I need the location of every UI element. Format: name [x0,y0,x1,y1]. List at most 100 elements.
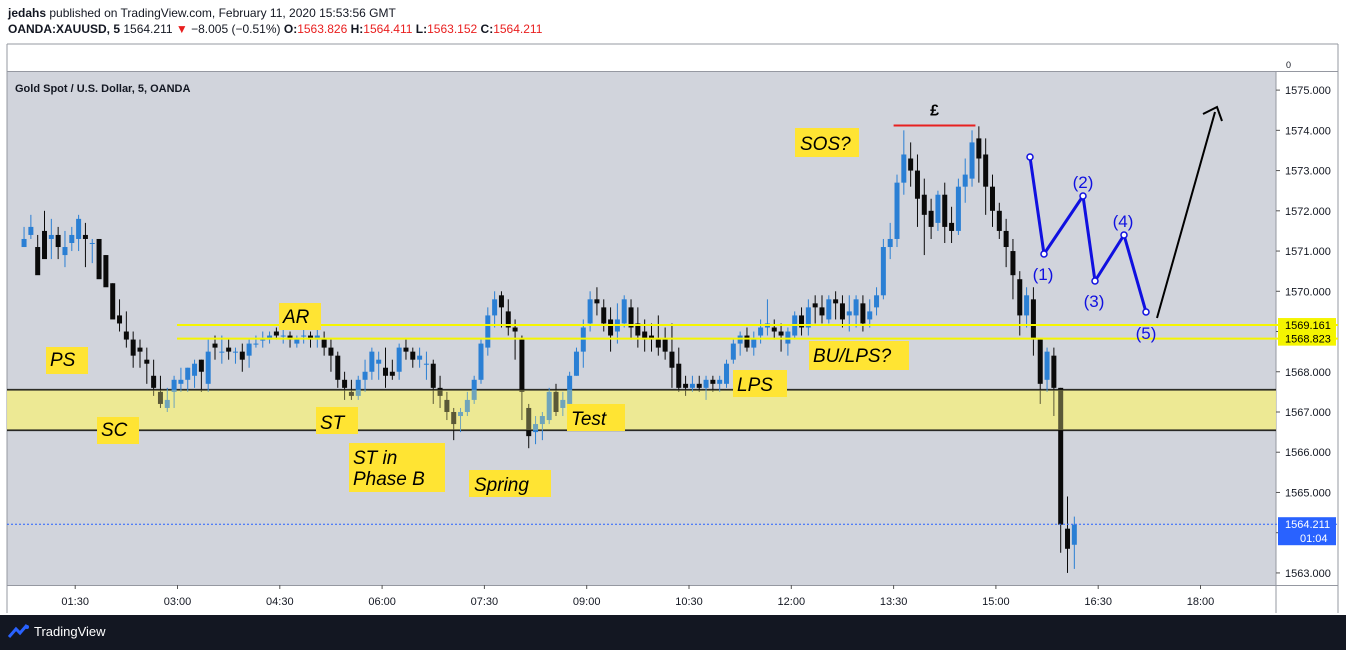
time-tick-label: 07:30 [471,596,499,608]
candle-body [539,416,545,425]
candle-97 [683,375,689,396]
candle-94 [662,327,668,360]
candle-body [451,411,457,425]
price-tick-label: 1575.000 [1285,85,1331,97]
candle-body [396,347,402,372]
wave-label-1: (1) [1033,265,1054,284]
candle-15 [123,311,129,348]
arrow-head [1202,105,1223,122]
wave-point-4 [1120,231,1128,239]
candle-117 [819,295,825,324]
candle-115 [805,299,811,336]
candle-body [355,379,361,396]
candle-body [942,194,948,227]
candle-body [239,351,245,360]
price-markers: 1569.161 1568.823 1564.211 01:04 [1278,318,1336,546]
down-arrow-icon: ▼ [175,22,188,36]
candle-body [799,315,805,328]
candle-119 [833,291,839,320]
candle-81 [573,347,579,376]
candle-128 [894,174,900,248]
candle-body [76,218,82,239]
candle-116 [812,295,818,324]
label-box-lps [733,370,787,397]
candle-body [505,311,511,328]
tradingview-logo-icon[interactable] [8,623,30,639]
label-bu-lps: BU/LPS? [813,346,892,367]
candle-44 [321,331,327,356]
wave-point-3 [1091,277,1099,285]
candle-12 [103,255,109,288]
candle-152 [1058,387,1064,553]
candle-36 [267,331,273,344]
candle-body [294,339,300,344]
wave-point-5 [1142,308,1150,316]
candle-63 [451,407,457,441]
plot-area[interactable] [7,72,1276,585]
time-ticks: 01:30 03:00 04:30 06:00 07:30 09:00 10:30 12:00… [61,585,1214,608]
candle-body [410,351,416,360]
candle-body [280,335,286,337]
candle-135 [942,182,948,243]
candle-33 [246,339,252,368]
candle-98 [689,375,695,392]
candle-body [839,303,845,320]
candle-body [526,407,532,437]
time-axis[interactable] [7,585,1276,613]
price-marker-box-0 [1278,318,1336,333]
candle-body [458,411,464,417]
candle-150 [1044,347,1050,392]
candle-body [48,234,54,239]
candle-body [703,379,709,388]
time-tick-label: 12:00 [778,596,806,608]
time-tick-label: 06:00 [368,596,396,608]
last-price: 1564.211 [123,22,173,36]
candle-body [437,387,443,396]
candle-153 [1065,496,1071,573]
label-box-test [567,404,625,431]
candle-body [553,391,559,412]
price-tick-label: 1563.000 [1285,568,1331,580]
candle-body [655,339,661,348]
candle-100 [703,375,709,400]
candle-body [546,391,552,421]
candle-body [921,194,927,215]
candle-60 [430,359,436,404]
candle-145 [1010,238,1016,300]
candle-18 [144,347,150,384]
candle-body [1071,524,1077,545]
candle-112 [785,327,791,356]
candle-64 [458,407,464,433]
price-marker-label-0: 1569.161 [1285,320,1331,332]
candle-body [423,363,429,365]
brand-name[interactable]: TradingView [34,624,106,639]
candle-5 [55,226,61,260]
published-text: published on TradingView.com, February 1… [49,6,396,20]
wave-label-3: (3) [1084,292,1105,311]
candle-body [1010,251,1016,276]
candle-body [471,379,477,400]
wave-point-0 [1026,153,1034,161]
candle-body [89,243,95,244]
ohlc-line: OANDA:XAUUSD, 5 1564.211 ▼ −8.005 (−0.51… [8,22,542,36]
time-tick-label: 04:30 [266,596,294,608]
candle-body [492,299,498,316]
candle-149 [1037,339,1043,404]
candle-body [976,138,982,159]
candle-136 [949,206,955,243]
close-value: 1564.211 [493,22,543,36]
candle-143 [996,202,1002,239]
candle-134 [935,190,941,231]
candle-body [110,283,116,320]
candle-body [819,307,825,316]
candle-body [512,327,518,332]
publisher-name[interactable]: jedahs [8,6,47,20]
wave-path [1028,156,1148,313]
candle-body [901,154,907,183]
candle-114 [799,307,805,336]
candle-body [880,247,886,296]
wave-label-4: (4) [1113,212,1134,231]
candle-body [628,307,634,328]
accumulation-zone [7,388,1276,432]
